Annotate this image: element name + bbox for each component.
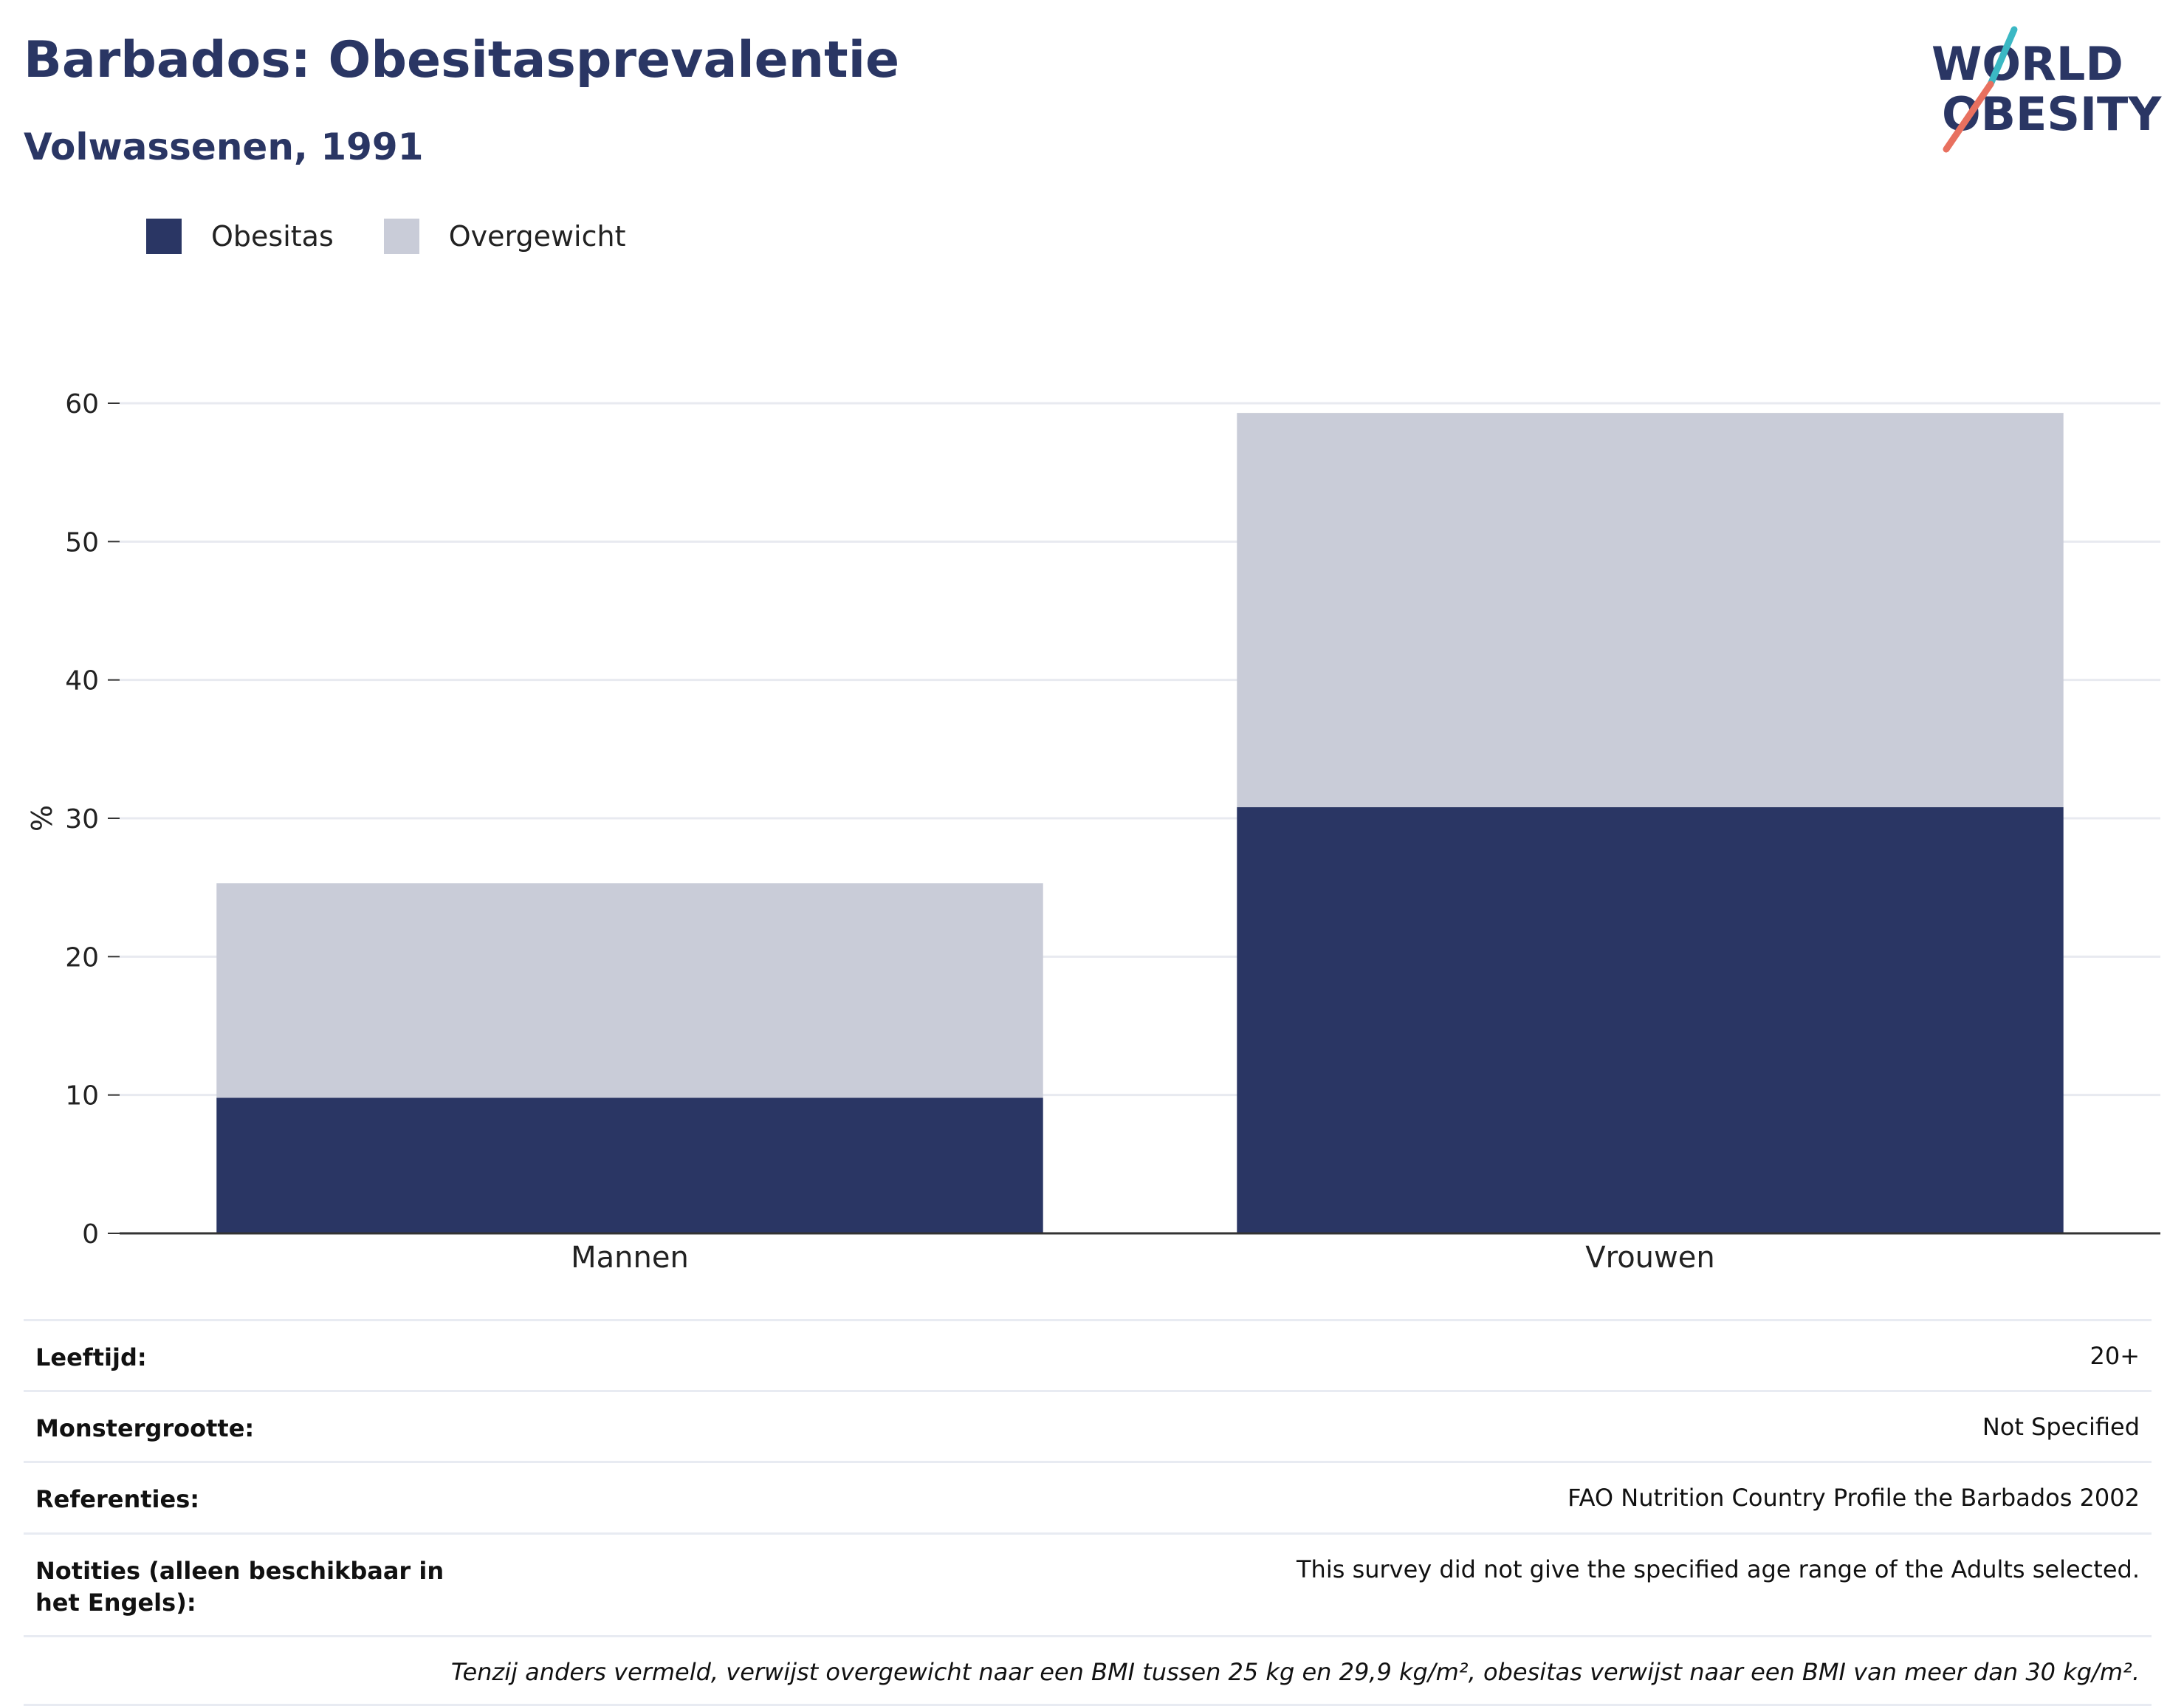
info-value: This survey did not give the specified a…	[1297, 1555, 2140, 1583]
y-tick-label: 60	[65, 389, 99, 419]
info-label: Notities (alleen beschikbaar in het Enge…	[35, 1556, 444, 1617]
x-tick-label: Mannen	[571, 1241, 689, 1275]
legend-item-overgewicht[interactable]: Overgewicht	[383, 219, 626, 254]
info-label: Referenties:	[35, 1485, 200, 1514]
info-label: Leeftijd:	[35, 1343, 147, 1371]
x-tick-label: Vrouwen	[1585, 1241, 1714, 1275]
legend-label-obesitas: Obesitas	[211, 220, 334, 253]
info-value: 20+	[2089, 1342, 2140, 1370]
info-row-notes: Notities (alleen beschikbaar in het Enge…	[24, 1532, 2152, 1635]
chart-title: Barbados: Obesitasprevalentie	[24, 31, 900, 89]
legend-item-obesitas[interactable]: Obesitas	[146, 219, 334, 254]
svg-text:WORLD: WORLD	[1931, 37, 2123, 91]
info-value: Not Specified	[1982, 1413, 2140, 1442]
bar-overgewicht-vrouwen	[1237, 413, 2064, 808]
legend-swatch-overgewicht	[383, 219, 419, 254]
bar-obesitas-vrouwen	[1237, 807, 2064, 1233]
legend-label-overgewicht: Overgewicht	[448, 220, 626, 253]
y-tick-label: 30	[65, 804, 99, 835]
y-axis-label: %	[26, 805, 58, 832]
y-tick-label: 40	[65, 666, 99, 696]
info-table: Leeftijd: 20+ Monstergrootte: Not Specif…	[24, 1319, 2152, 1706]
bar-obesitas-mannen	[216, 1097, 1043, 1233]
chart-legend: Obesitas Overgewicht	[146, 219, 676, 254]
y-tick-label: 0	[82, 1219, 99, 1250]
y-tick-label: 50	[65, 527, 99, 558]
world-obesity-logo: WORLD OBESITY	[1931, 26, 2162, 153]
info-row-age: Leeftijd: 20+	[24, 1319, 2152, 1390]
info-row-sample-size: Monstergrootte: Not Specified	[24, 1390, 2152, 1461]
info-value: FAO Nutrition Country Profile the Barbad…	[1567, 1484, 2140, 1513]
svg-text:OBESITY: OBESITY	[1942, 87, 2162, 141]
chart-subtitle: Volwassenen, 1991	[24, 126, 424, 168]
info-row-references: Referenties: FAO Nutrition Country Profi…	[24, 1461, 2152, 1532]
y-tick-label: 20	[65, 942, 99, 973]
y-tick-label: 10	[65, 1081, 99, 1111]
legend-swatch-obesitas	[146, 219, 182, 254]
info-label: Monstergrootte:	[35, 1414, 255, 1443]
bar-chart: 0 10 20 30 40 50 60% Mannen Vrouwen	[26, 389, 2160, 1275]
bar-overgewicht-mannen	[216, 883, 1043, 1098]
